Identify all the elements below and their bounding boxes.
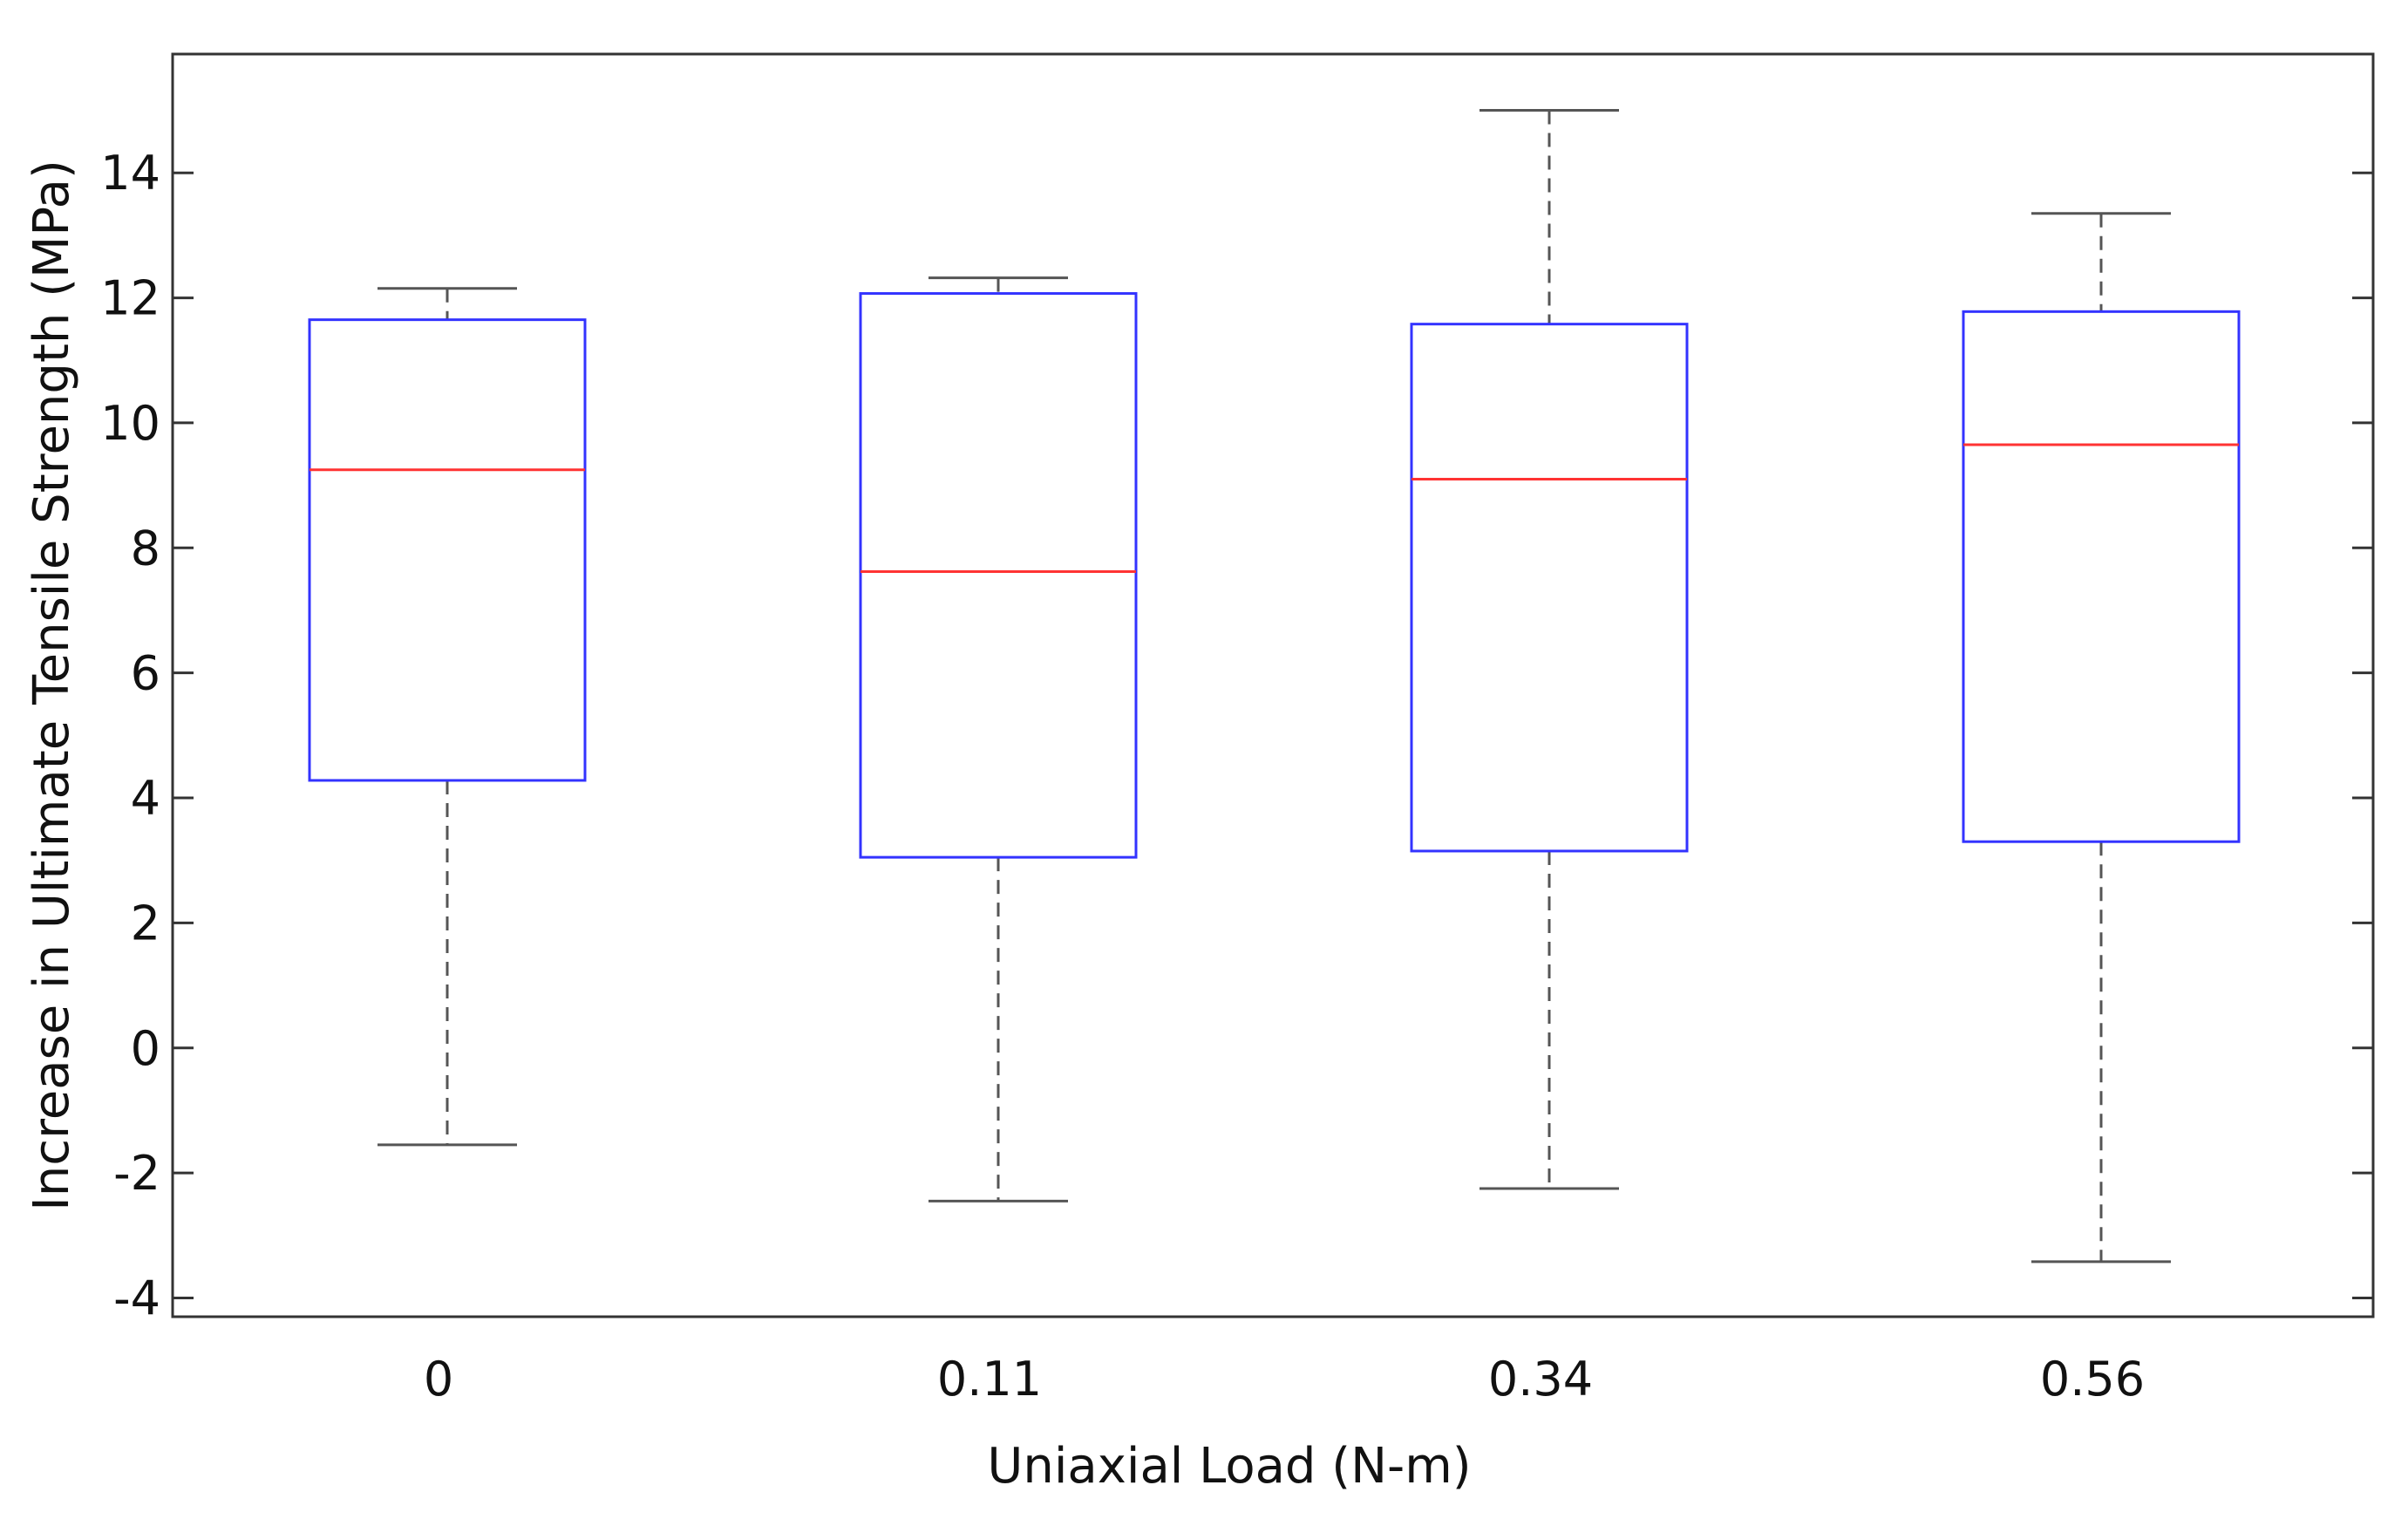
- y-tick-label: 4: [131, 771, 160, 826]
- x-tick-label: 0.56: [2040, 1352, 2145, 1407]
- box-iqr: [1410, 323, 1689, 853]
- x-tick-label: 0.11: [937, 1352, 1042, 1407]
- box-series: [308, 109, 2241, 1264]
- x-axis-tick-labels: 0 0.11 0.34 0.56: [424, 1352, 2145, 1407]
- box-1: [308, 287, 587, 1147]
- y-tick-label: -4: [113, 1271, 160, 1325]
- y-axis-ticks: -4 -2 0 2 4 6 8 10 12 14: [100, 146, 2373, 1325]
- x-axis-title: Uniaxial Load (N-m): [987, 1438, 1471, 1495]
- x-tick-label: 0: [424, 1352, 453, 1407]
- box-iqr: [1962, 310, 2241, 843]
- plot-frame: [171, 52, 2375, 1318]
- y-tick-label: 6: [131, 646, 160, 701]
- box-3: [1410, 109, 1689, 1190]
- y-tick-label: 0: [131, 1021, 160, 1076]
- box-iqr: [308, 318, 587, 782]
- x-tick-label: 0.34: [1488, 1352, 1593, 1407]
- box-2: [859, 276, 1138, 1202]
- y-tick-label: 10: [100, 396, 160, 451]
- y-tick-label: 8: [131, 521, 160, 576]
- box-iqr: [859, 292, 1138, 859]
- box-4: [1962, 212, 2241, 1264]
- y-tick-label: 2: [131, 896, 160, 950]
- y-axis-title: Increase in Ultimate Tensile Strength (M…: [24, 160, 80, 1211]
- y-tick-label: -2: [113, 1146, 160, 1201]
- y-tick-label: 14: [100, 146, 160, 201]
- y-tick-label: 12: [100, 271, 160, 326]
